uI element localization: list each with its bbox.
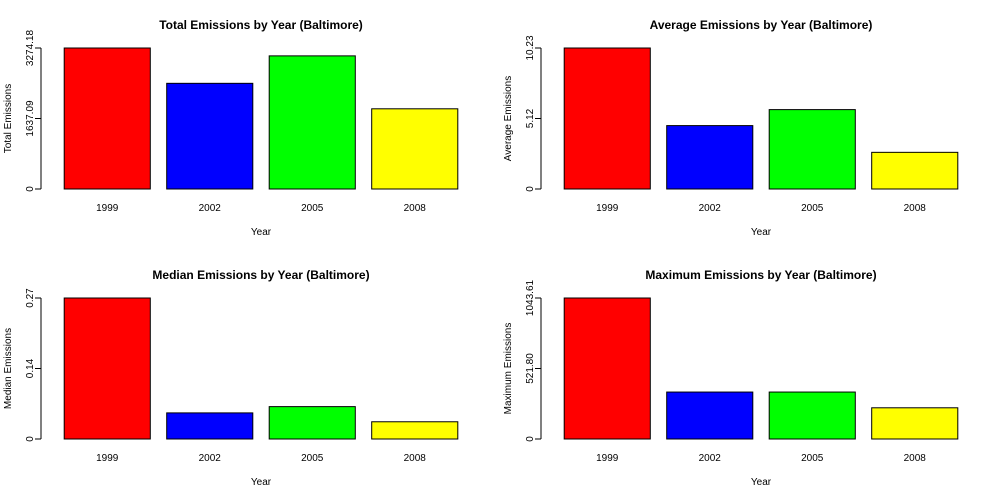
y-axis-title: Total Emissions xyxy=(3,84,14,153)
bar-1999 xyxy=(563,297,651,440)
y-tick-label: 0 xyxy=(25,436,36,442)
chart-title: Median Emissions by Year (Baltimore) xyxy=(152,268,369,282)
y-tick-label: 0.27 xyxy=(25,288,36,308)
y-tick-label: 521.80 xyxy=(525,353,536,384)
y-axis-title: Average Emissions xyxy=(503,76,514,161)
y-axis-title: Median Emissions xyxy=(3,328,14,409)
bar-2002 xyxy=(166,82,254,190)
chart-title: Maximum Emissions by Year (Baltimore) xyxy=(645,268,876,282)
bar-1999 xyxy=(563,47,651,190)
chart-title: Total Emissions by Year (Baltimore) xyxy=(159,18,363,32)
y-tick-label: 10.23 xyxy=(525,35,536,60)
bar-2002 xyxy=(666,125,754,190)
chart-title: Average Emissions by Year (Baltimore) xyxy=(650,18,873,32)
bar-1999 xyxy=(63,47,151,190)
y-tick-label: 1043.61 xyxy=(525,279,536,316)
bar-1999 xyxy=(63,297,151,440)
y-tick-label: 0 xyxy=(525,436,536,442)
bar-2008 xyxy=(371,421,459,440)
y-tick-label: 0 xyxy=(525,186,536,192)
x-tick-label: 2002 xyxy=(699,453,722,464)
bar-2005 xyxy=(768,109,856,190)
bar-2005 xyxy=(268,406,356,440)
x-tick-label: 2008 xyxy=(904,203,927,214)
bar-2005 xyxy=(268,55,356,190)
y-tick-label: 3274.18 xyxy=(25,29,36,66)
x-tick-label: 1999 xyxy=(596,453,619,464)
x-tick-label: 2005 xyxy=(301,453,324,464)
x-axis-title: Year xyxy=(251,227,272,238)
bar-2008 xyxy=(371,108,459,190)
bar-2005 xyxy=(768,391,856,440)
y-tick-label: 0.14 xyxy=(25,358,36,378)
x-axis-title: Year xyxy=(751,227,772,238)
y-tick-label: 5.12 xyxy=(525,108,536,128)
y-axis-title: Maximum Emissions xyxy=(503,323,514,415)
x-tick-label: 1999 xyxy=(96,203,119,214)
x-tick-label: 2008 xyxy=(904,453,927,464)
bar-2002 xyxy=(666,391,754,440)
x-tick-label: 2002 xyxy=(699,203,722,214)
bar-2002 xyxy=(166,412,254,440)
x-tick-label: 2005 xyxy=(301,203,324,214)
x-tick-label: 1999 xyxy=(596,203,619,214)
y-tick-label: 0 xyxy=(25,186,36,192)
bar-2008 xyxy=(871,407,959,440)
x-axis-title: Year xyxy=(751,477,772,488)
x-tick-label: 2005 xyxy=(801,203,824,214)
x-tick-label: 2005 xyxy=(801,453,824,464)
x-tick-label: 2002 xyxy=(199,203,222,214)
x-tick-label: 1999 xyxy=(96,453,119,464)
x-axis-title: Year xyxy=(251,477,272,488)
bar-2008 xyxy=(871,151,959,190)
y-tick-label: 1637.09 xyxy=(25,100,36,137)
x-tick-label: 2008 xyxy=(404,203,427,214)
x-tick-label: 2002 xyxy=(199,453,222,464)
x-tick-label: 2008 xyxy=(404,453,427,464)
